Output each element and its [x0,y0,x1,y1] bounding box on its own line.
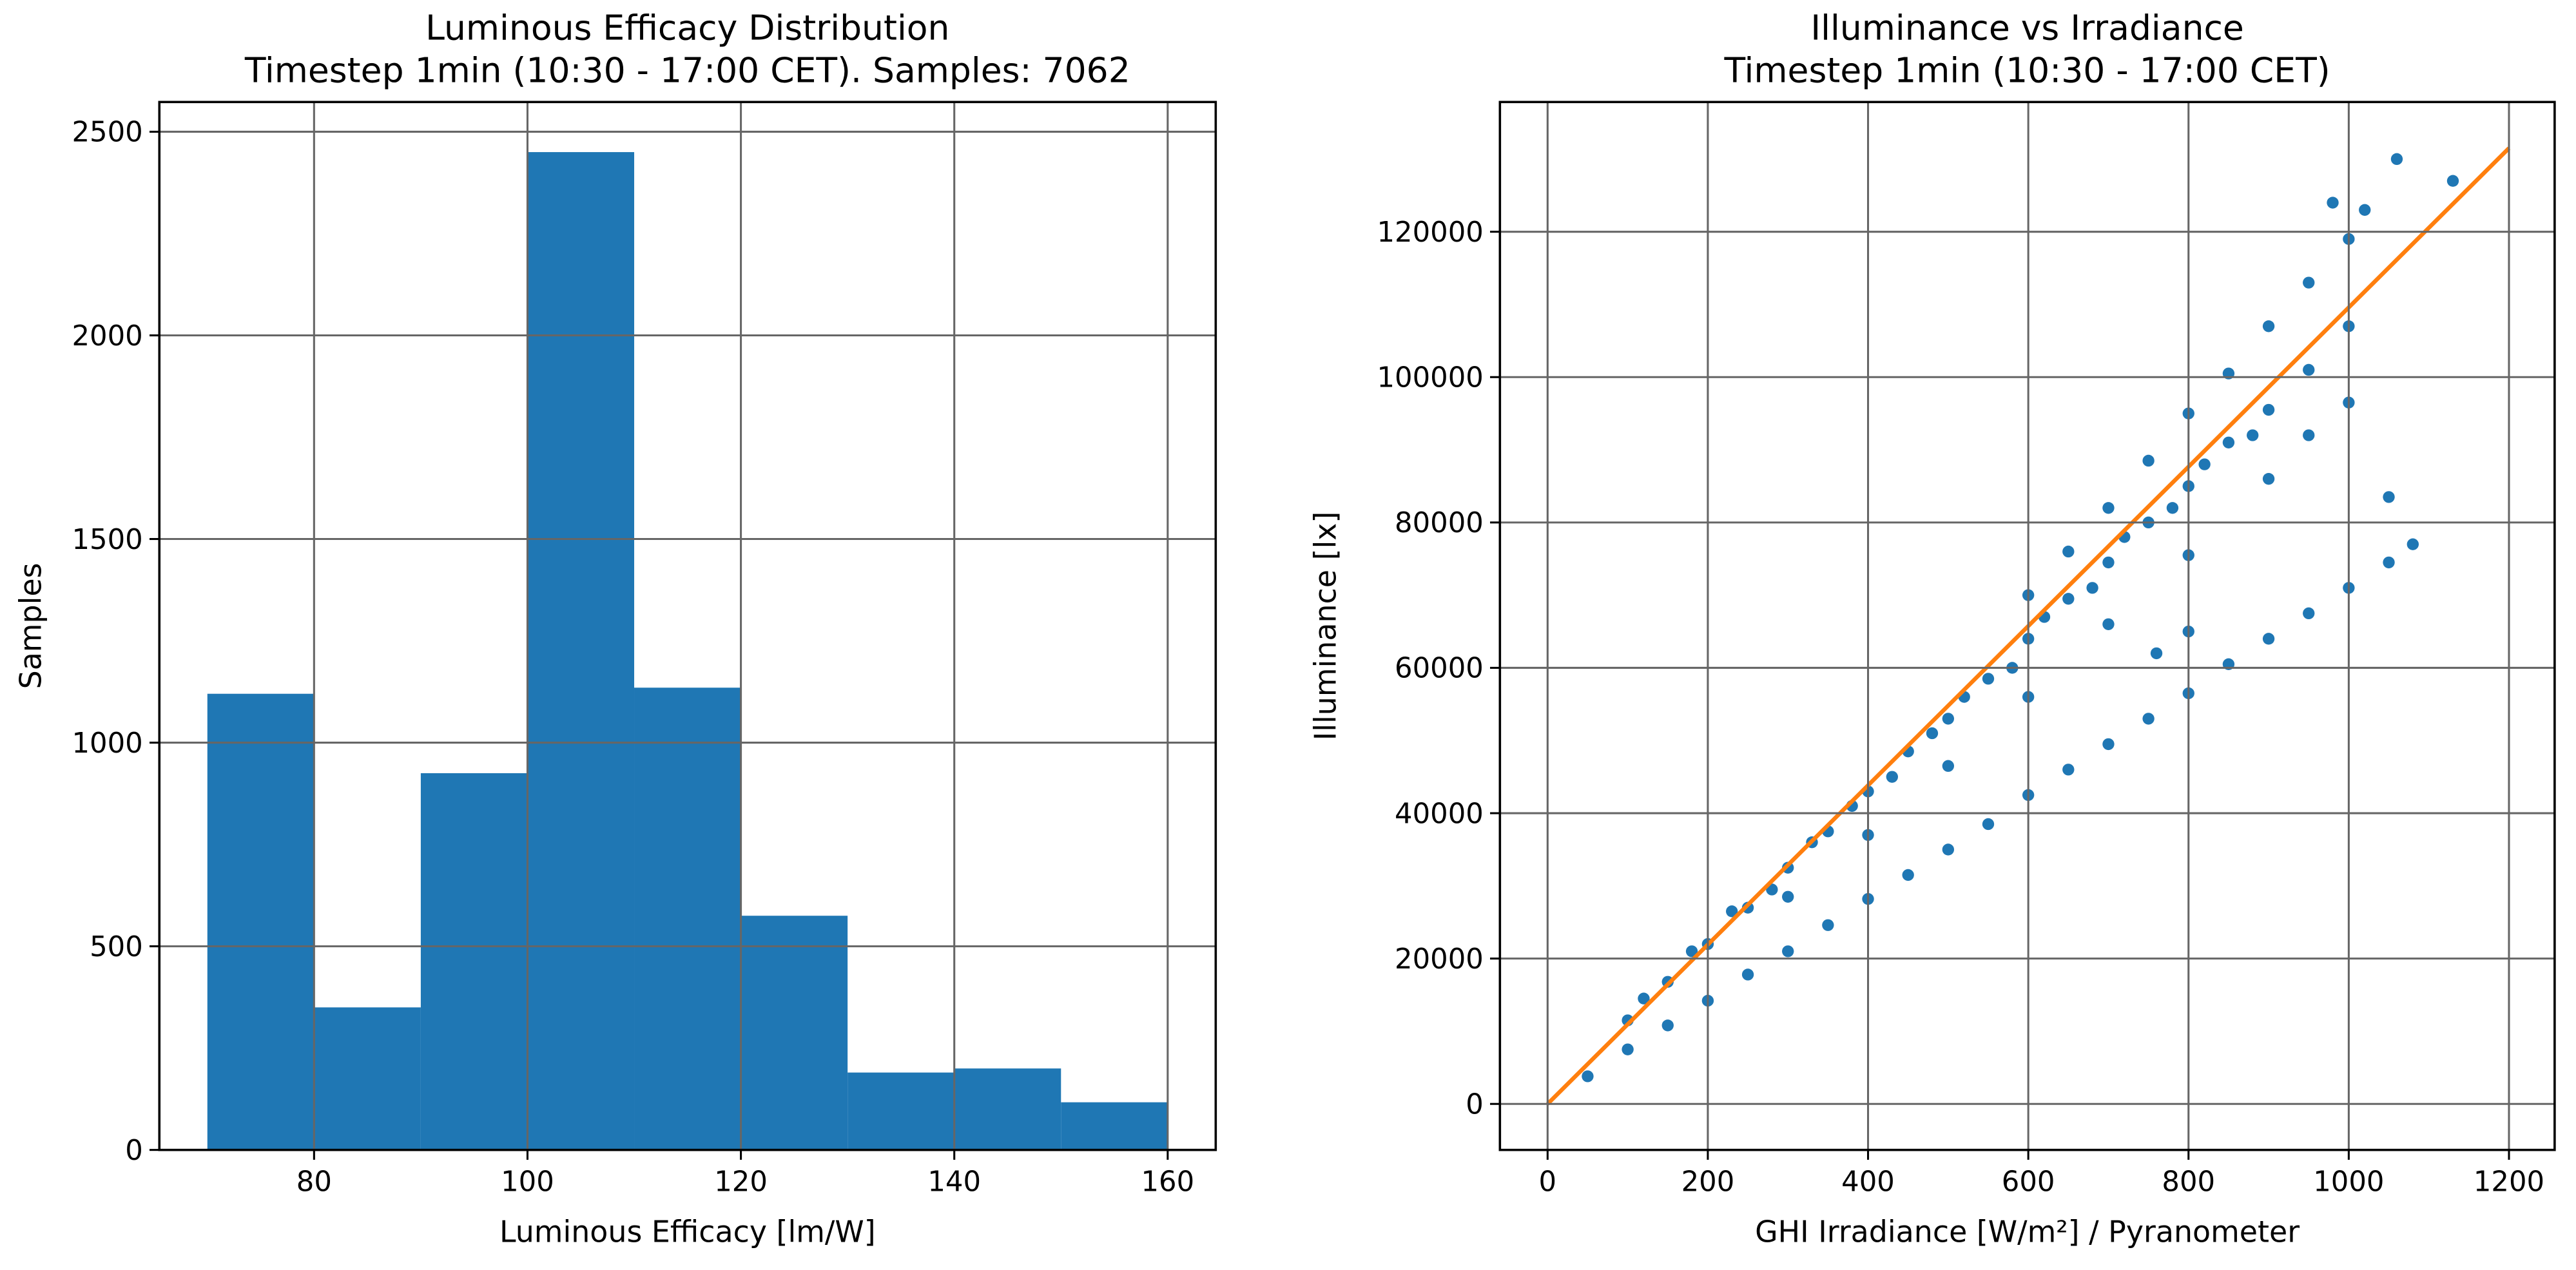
x-tick-label: 400 [1841,1166,1895,1198]
bar [1061,1102,1168,1150]
chart-title: Illuminance vs Irradiance [1810,7,2244,48]
bar [314,1007,421,1150]
x-tick-label: 160 [1141,1166,1194,1198]
y-tick-label: 120000 [1377,216,1483,249]
scatter-point [2102,738,2115,751]
y-tick-label: 1500 [72,524,142,556]
scatter-point [2102,556,2115,569]
x-tick-label: 200 [1681,1166,1735,1198]
y-axis-label: Samples [14,563,48,689]
y-tick-label: 0 [1466,1089,1484,1121]
scatter-point [2359,204,2371,216]
scatter-point [2086,582,2098,594]
bar [847,1072,954,1150]
chart-subtitle: Timestep 1min (10:30 - 17:00 CET). Sampl… [244,50,1130,91]
scatter-point [1902,869,1914,881]
scatter-point [1942,843,1955,856]
scatter-point [2407,538,2419,550]
scatter-point [2198,458,2211,470]
y-tick-label: 40000 [1395,798,1484,830]
scatter-point [2390,153,2403,166]
scatter-point [1942,760,1955,772]
chart-subtitle: Timestep 1min (10:30 - 17:00 CET) [1724,50,2330,91]
x-tick-label: 1000 [2313,1166,2384,1198]
bar [634,688,741,1150]
x-axis-label: Luminous Efficacy [lm/W] [499,1214,876,1249]
x-tick-label: 120 [714,1166,768,1198]
y-tick-label: 0 [125,1135,143,1167]
scatter-point [2247,429,2259,441]
x-tick-label: 80 [296,1166,332,1198]
x-tick-label: 100 [501,1166,554,1198]
y-tick-label: 100000 [1377,362,1483,394]
scatter-point [2102,502,2115,514]
y-tick-label: 2500 [72,117,142,149]
scatter-point [2303,363,2315,376]
scatter-point [2062,593,2075,605]
y-axis-label: Illuminance [lx] [1308,512,1342,741]
scatter-point [2446,175,2459,187]
scatter-point [2303,429,2315,441]
scatter-point [2327,197,2339,209]
scatter-point [1886,771,1899,783]
scatter-point [2166,502,2179,514]
scatter-point [1782,890,1794,903]
x-tick-label: 600 [2002,1166,2055,1198]
scatter-point [1741,968,1754,981]
scatter-point [1726,905,1738,918]
x-axis-label: GHI Irradiance [W/m²] / Pyranometer [1755,1214,2300,1249]
scatter-point [1822,919,1834,931]
scatter-point [2142,454,2155,467]
bar [420,773,528,1150]
scatter-point [1622,1043,1634,1055]
scatter-point [2262,472,2275,485]
scatter-point [2102,618,2115,630]
y-tick-label: 1000 [72,727,142,760]
scatter-point [2222,436,2235,448]
scatter-point [2062,764,2075,776]
scatter-point [2383,556,2395,569]
scatter-point [1926,727,1939,740]
y-tick-label: 60000 [1395,653,1484,685]
x-tick-label: 800 [2162,1166,2215,1198]
y-tick-label: 80000 [1395,507,1484,539]
chart-title: Luminous Efficacy Distribution [425,7,949,48]
x-tick-label: 140 [927,1166,981,1198]
scatter-point [1582,1070,1594,1082]
scatter-point [1661,1019,1674,1032]
x-tick-label: 1200 [2474,1166,2544,1198]
bar [527,152,635,1150]
scatter-point [2062,545,2075,558]
axes-frame [158,101,1217,1151]
y-tick-label: 500 [90,931,143,963]
scatter-point [1982,818,1995,831]
scatter-point [2150,647,2163,660]
bar [741,916,848,1150]
scatter-point [2303,276,2315,289]
scatter-point [2262,633,2275,645]
scatter-point [1638,992,1650,1005]
scatter-point [2262,320,2275,332]
scatter-point [2262,403,2275,416]
scatter-point [1982,673,1995,685]
scatter-point [1685,945,1698,957]
scatter-point [1782,945,1794,957]
bar [207,693,315,1150]
scatter-point [1942,713,1955,725]
scatter-point [2142,713,2155,725]
x-tick-label: 0 [1539,1166,1557,1198]
bar [954,1068,1061,1150]
scatter-point [2303,607,2315,620]
y-tick-label: 20000 [1395,943,1484,976]
scatter-point [2383,491,2395,503]
axes-frame [1498,101,2556,1151]
y-tick-label: 2000 [72,320,142,352]
